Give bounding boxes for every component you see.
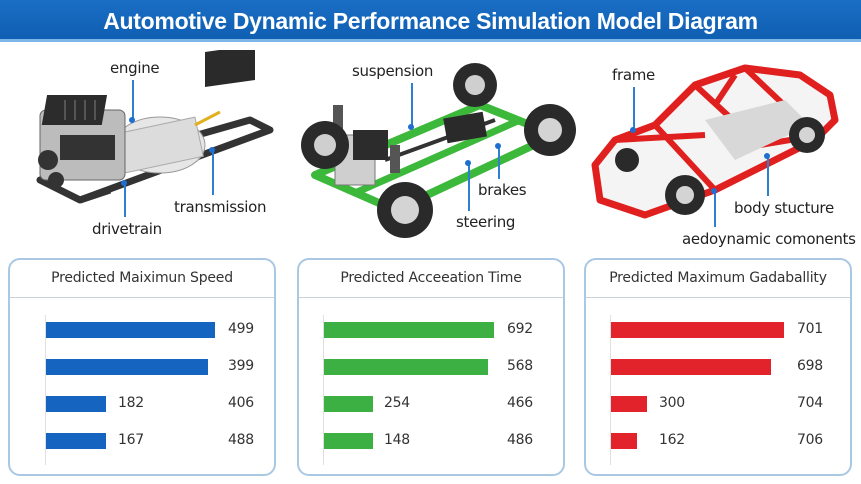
bar-value: 162 — [659, 432, 685, 448]
value-label: 486 — [507, 432, 533, 448]
chart-axis — [45, 315, 46, 465]
bar-value: 254 — [384, 395, 410, 411]
bar — [611, 359, 771, 375]
label-suspension: suspension — [352, 62, 434, 80]
body-structure-leader — [767, 156, 769, 196]
value-label: 568 — [507, 358, 533, 374]
chart-axis — [610, 315, 611, 465]
bar-row: 162 706 — [611, 432, 841, 449]
bar — [611, 396, 647, 412]
aerodynamic-leader — [714, 191, 716, 227]
engine-leader — [132, 80, 134, 120]
bar — [46, 433, 106, 449]
bar-row: 692 — [324, 321, 554, 338]
bar-row: 254 466 — [324, 395, 554, 412]
value-label: 704 — [797, 395, 823, 411]
suspension-marker — [408, 124, 414, 130]
panel-max-gradeability: Predicted Maximum Gadaballity 701 698 30… — [584, 258, 852, 476]
chassis-frame-icon — [301, 63, 576, 238]
panel-title: Predicted Maximum Gadaballity — [586, 260, 850, 298]
value-label: 701 — [797, 321, 823, 337]
bar-value: 148 — [384, 432, 410, 448]
bar — [46, 396, 106, 412]
bar — [324, 396, 373, 412]
bar-row: 701 — [611, 321, 841, 338]
bar — [324, 433, 373, 449]
powertrain-illustration — [20, 44, 290, 250]
panel-title: Predicted Maiximun Speed — [10, 260, 274, 298]
drivetrain-leader — [124, 183, 126, 217]
label-brakes: brakes — [478, 181, 527, 199]
value-label: 706 — [797, 432, 823, 448]
body-structure-marker — [764, 153, 770, 159]
steering-marker — [465, 160, 471, 166]
bar-value: 167 — [118, 432, 144, 448]
bar-row: 568 — [324, 358, 554, 375]
bar — [611, 433, 637, 449]
panel-title: Predicted Acceeation Time — [299, 260, 563, 298]
transmission-marker — [209, 147, 215, 153]
engine-marker — [129, 117, 135, 123]
bar-row: 698 — [611, 358, 841, 375]
value-label: 399 — [228, 358, 254, 374]
bar-value: 300 — [659, 395, 685, 411]
frame-marker — [630, 127, 636, 133]
frame-leader — [633, 87, 635, 130]
bar-row: 148 486 — [324, 432, 554, 449]
label-body-structure: body stucture — [734, 199, 834, 217]
value-label: 692 — [507, 321, 533, 337]
body-illustration — [585, 50, 855, 250]
chart-axis — [323, 315, 324, 465]
label-transmission: transmission — [174, 198, 267, 216]
bar — [611, 322, 784, 338]
bar — [46, 322, 215, 338]
value-label: 499 — [228, 321, 254, 337]
bar-row: 167 488 — [46, 432, 276, 449]
bar — [46, 359, 208, 375]
bar-value: 182 — [118, 395, 144, 411]
value-label: 488 — [228, 432, 254, 448]
transmission-leader — [212, 150, 214, 195]
panel-acceleration-time: Predicted Acceeation Time 692 568 254 46… — [297, 258, 565, 476]
value-label: 406 — [228, 395, 254, 411]
engine-transmission-icon — [36, 44, 274, 204]
panel-max-speed: Predicted Maiximun Speed 499 399 182 406… — [8, 258, 276, 476]
label-drivetrain: drivetrain — [92, 220, 162, 238]
brakes-marker — [495, 143, 501, 149]
label-steering: steering — [456, 213, 516, 231]
value-label: 466 — [507, 395, 533, 411]
bar-row: 300 704 — [611, 395, 841, 412]
bar-row: 399 — [46, 358, 276, 375]
drivetrain-marker — [121, 180, 127, 186]
label-frame: frame — [612, 66, 655, 84]
diagram-title: Automotive Dynamic Performance Simulatio… — [0, 0, 861, 42]
chassis-illustration — [295, 50, 580, 250]
value-label: 698 — [797, 358, 823, 374]
label-engine: engine — [110, 59, 160, 77]
label-aerodynamic-components: aedoynamic comonents — [682, 230, 856, 248]
bar — [324, 322, 494, 338]
bar — [324, 359, 488, 375]
aerodynamic-marker — [711, 188, 717, 194]
steering-leader — [468, 163, 470, 211]
car-body-frame-icon — [591, 64, 839, 219]
brakes-leader — [498, 146, 500, 179]
bar-row: 499 — [46, 321, 276, 338]
bar-row: 182 406 — [46, 395, 276, 412]
suspension-leader — [411, 83, 413, 127]
